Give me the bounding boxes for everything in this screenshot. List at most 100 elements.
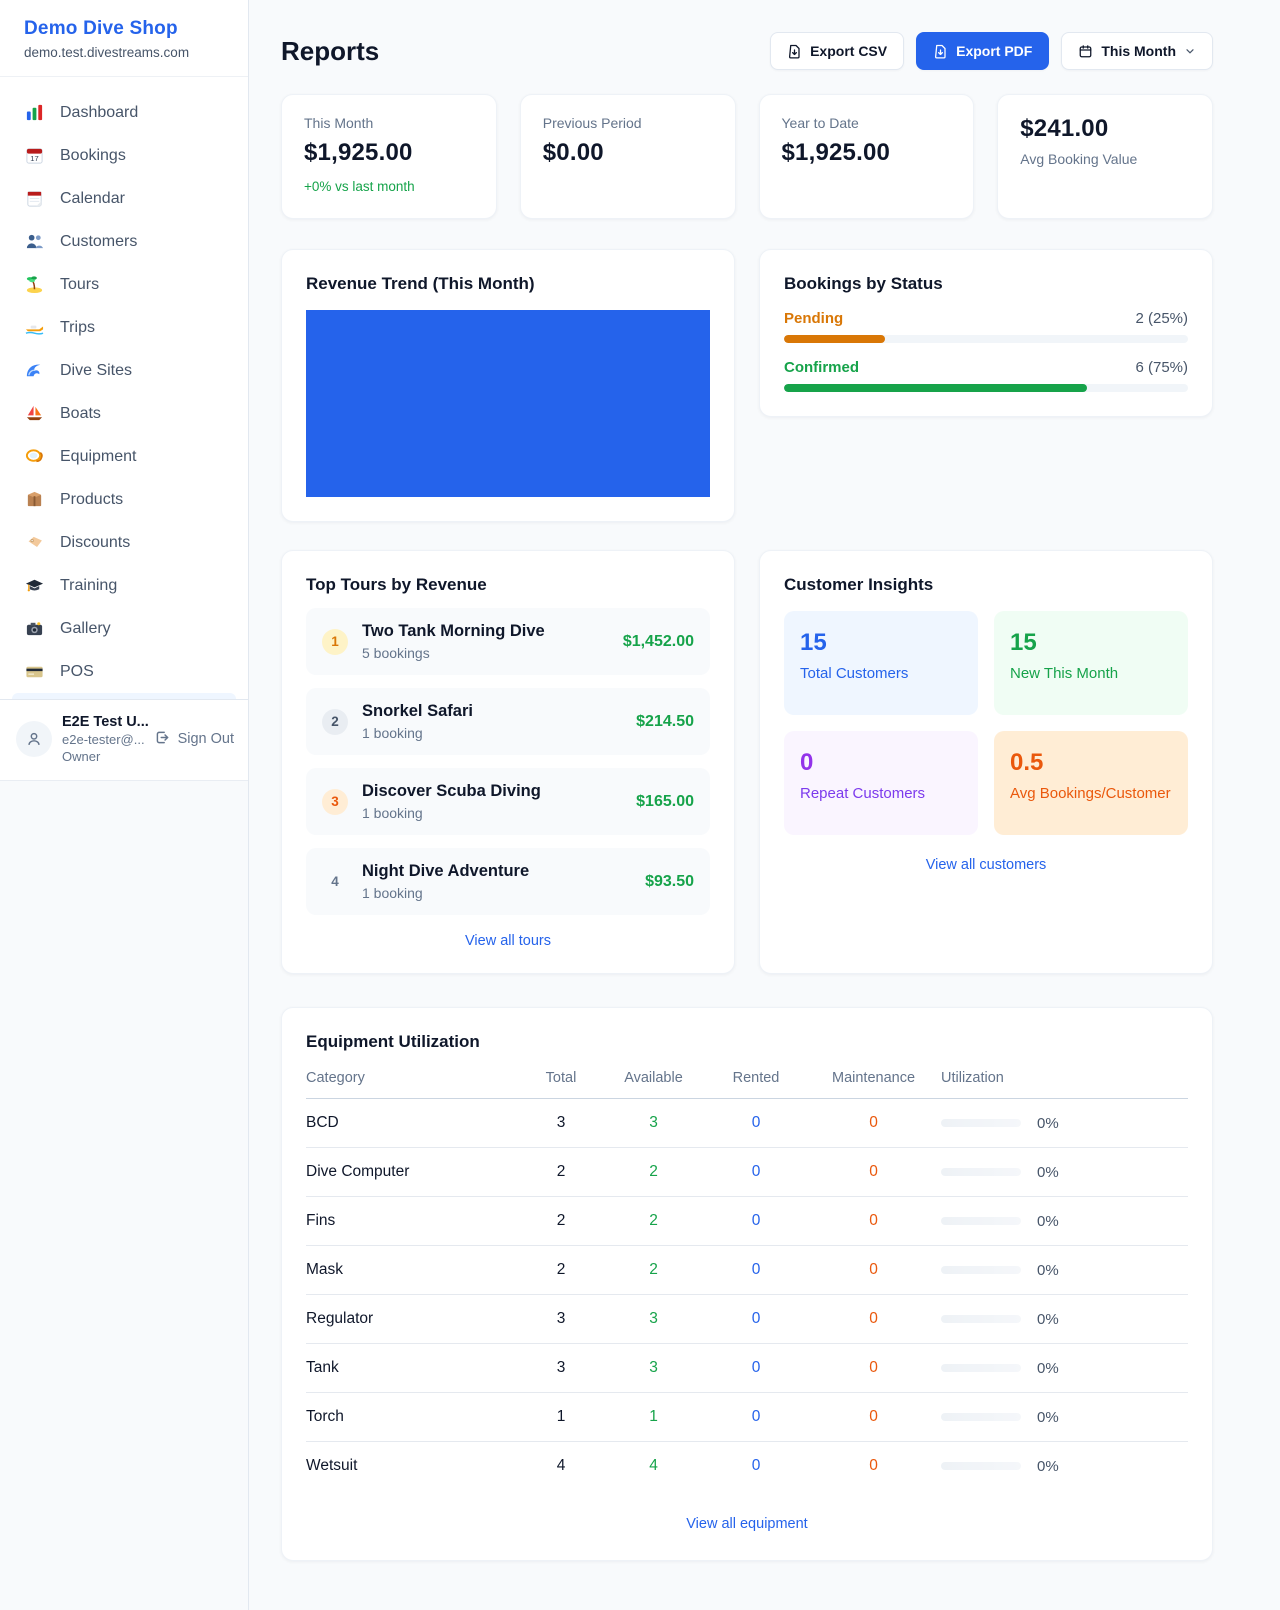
utilization-bar	[941, 1364, 1021, 1372]
shop-header: Demo Dive Shop demo.test.divestreams.com	[0, 0, 248, 77]
rank-badge: 1	[322, 628, 348, 655]
sidebar-item-training[interactable]: Training	[0, 564, 248, 607]
calendar-date-icon: 17	[24, 146, 44, 166]
user-email: e2e-tester@...	[62, 732, 145, 747]
rank-badge: 3	[322, 788, 348, 815]
list-item: 1 Two Tank Morning Dive 5 bookings $1,452…	[306, 608, 710, 675]
calendar-icon	[1078, 44, 1093, 59]
logout-icon	[154, 729, 171, 750]
sidebar-item-pos[interactable]: POS	[0, 650, 248, 693]
view-all-equipment-link[interactable]: View all equipment	[686, 1516, 808, 1532]
table-row: Wetsuit 4 4 0 0 0%	[306, 1457, 1059, 1475]
main-content: Reports Export CSV Export PDF This Month	[249, 0, 1280, 1610]
tile-new-this-month: 15 New This Month	[994, 611, 1188, 715]
avatar	[16, 721, 52, 757]
sidebar-item-products[interactable]: Products	[0, 478, 248, 521]
equipment-utilization-card: Equipment Utilization Category Total Ava…	[281, 1007, 1213, 1561]
sidebar-item-reports-partial[interactable]	[12, 693, 236, 699]
page-header: Reports Export CSV Export PDF This Month	[281, 32, 1213, 70]
charts-row: Revenue Trend (This Month) Bookings by S…	[281, 249, 1213, 522]
period-select[interactable]: This Month	[1061, 32, 1213, 70]
revenue-trend-bar	[306, 310, 710, 497]
user-footer: E2E Test U... e2e-tester@... Owner Sign …	[0, 699, 248, 780]
grad-cap-icon	[24, 576, 44, 596]
utilization-bar	[941, 1168, 1021, 1176]
utilization-bar	[941, 1119, 1021, 1127]
view-all-customers-link[interactable]: View all customers	[925, 857, 1047, 873]
tile-total-customers: 15 Total Customers	[784, 611, 978, 715]
sidebar-item-discounts[interactable]: Discounts	[0, 521, 248, 564]
camera-icon	[24, 619, 44, 639]
chevron-down-icon	[1184, 45, 1196, 57]
file-download-icon	[787, 44, 802, 59]
status-row-confirmed: Confirmed 6 (75%)	[784, 359, 1188, 392]
rank-badge: 4	[331, 874, 339, 889]
pending-progress-track	[784, 335, 1188, 343]
tile-repeat-customers: 0 Repeat Customers	[784, 731, 978, 835]
bar-chart-icon	[24, 103, 44, 123]
customer-insights-title: Customer Insights	[784, 575, 934, 594]
utilization-bar	[941, 1217, 1021, 1225]
sidebar-item-trips[interactable]: Trips	[0, 306, 248, 349]
table-row: Tank 3 3 0 0 0%	[306, 1343, 1188, 1393]
top-tours-card: Top Tours by Revenue 1 Two Tank Morning …	[281, 550, 735, 974]
tile-avg-bookings-customer: 0.5 Avg Bookings/Customer	[994, 731, 1188, 835]
sidebar-item-equipment[interactable]: Equipment	[0, 435, 248, 478]
credit-card-icon	[24, 662, 44, 682]
sidebar-item-bookings[interactable]: 17 Bookings	[0, 134, 248, 177]
shop-name: Demo Dive Shop	[24, 18, 178, 39]
stat-card-year-to-date: Year to Date $1,925.00	[758, 94, 975, 219]
utilization-bar	[941, 1462, 1021, 1470]
stat-card-this-month: This Month $1,925.00 +0% vs last month	[281, 94, 497, 219]
top-tours-title: Top Tours by Revenue	[306, 575, 487, 594]
utilization-bar	[941, 1315, 1021, 1323]
export-pdf-button[interactable]: Export PDF	[916, 32, 1050, 70]
table-row: Mask 2 2 0 0 0%	[306, 1245, 1188, 1295]
lists-row: Top Tours by Revenue 1 Two Tank Morning …	[281, 550, 1213, 974]
dive-mask-icon	[24, 447, 44, 467]
view-all-tours-link[interactable]: View all tours	[465, 933, 551, 949]
sidebar-item-dive-sites[interactable]: Dive Sites	[0, 349, 248, 392]
sidebar-item-dashboard[interactable]: Dashboard	[0, 91, 248, 134]
table-row: Torch 1 1 0 0 0%	[306, 1392, 1188, 1442]
list-item: 4 Night Dive Adventure 1 booking $93.50	[306, 848, 710, 915]
utilization-bar	[941, 1413, 1021, 1421]
wave-icon	[24, 361, 44, 381]
pending-progress-fill	[784, 335, 885, 343]
user-name: E2E Test U...	[62, 714, 149, 730]
table-row: BCD 3 3 0 0 0%	[306, 1098, 1188, 1148]
equipment-utilization-title: Equipment Utilization	[306, 1032, 480, 1051]
sidebar-item-calendar[interactable]: Calendar	[0, 177, 248, 220]
sidebar: Demo Dive Shop demo.test.divestreams.com…	[0, 0, 249, 1610]
table-row: Fins 2 2 0 0 0%	[306, 1196, 1188, 1246]
notepad-icon	[24, 189, 44, 209]
table-header-row: Category Total Available Rented Maintena…	[306, 1070, 1188, 1099]
stat-card-avg-booking-value: $241.00 Avg Booking Value	[997, 94, 1213, 219]
insight-grid: 15 Total Customers 15 New This Month 0 R…	[784, 611, 1188, 835]
revenue-trend-title: Revenue Trend (This Month)	[306, 274, 535, 293]
sidebar-item-gallery[interactable]: Gallery	[0, 607, 248, 650]
bookings-by-status-title: Bookings by Status	[784, 274, 943, 293]
stat-delta: +0% vs last month	[304, 179, 415, 194]
list-item: 3 Discover Scuba Diving 1 booking $165.00	[306, 768, 710, 835]
sidebar-item-tours[interactable]: Tours	[0, 263, 248, 306]
tag-icon	[24, 533, 44, 553]
sign-out-button[interactable]: Sign Out	[154, 729, 234, 750]
people-icon	[24, 232, 44, 252]
user-meta: E2E Test U... e2e-tester@... Owner	[62, 714, 149, 764]
sidebar-item-boats[interactable]: Boats	[0, 392, 248, 435]
file-download-icon	[933, 44, 948, 59]
sidebar-item-customers[interactable]: Customers	[0, 220, 248, 263]
export-csv-button[interactable]: Export CSV	[770, 32, 905, 70]
utilization-bar	[941, 1266, 1021, 1274]
header-actions: Export CSV Export PDF This Month	[770, 32, 1213, 70]
revenue-trend-card: Revenue Trend (This Month)	[281, 249, 735, 522]
stats-row: This Month $1,925.00 +0% vs last month P…	[281, 94, 1213, 219]
table-row: Dive Computer 2 2 0 0 0%	[306, 1147, 1188, 1197]
rank-badge: 2	[322, 708, 348, 735]
confirmed-progress-track	[784, 384, 1188, 392]
equipment-table: Category Total Available Rented Maintena…	[306, 1070, 1188, 1490]
confirmed-progress-fill	[784, 384, 1087, 392]
user-role: Owner	[62, 749, 101, 764]
stat-card-previous-period: Previous Period $0.00	[519, 94, 736, 219]
